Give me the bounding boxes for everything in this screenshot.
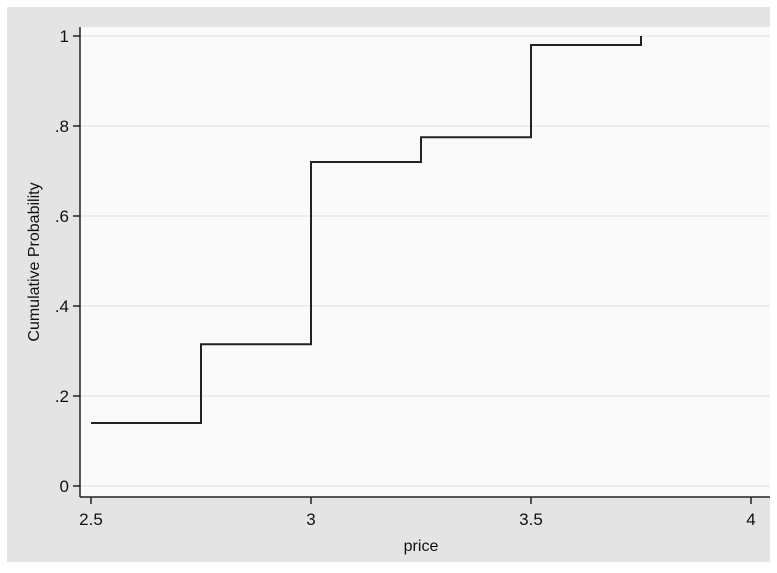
y-tick-label-1: .2	[55, 387, 69, 406]
y-tick-label-0: 0	[60, 477, 69, 496]
ecdf-step-line-0	[91, 36, 642, 424]
y-axis-label: Cumulative Probability	[26, 182, 43, 341]
x-axis-label: price	[404, 538, 439, 555]
x-tick-label-1: 3	[306, 510, 315, 529]
y-tick-label-4: .8	[55, 117, 69, 136]
series-layer	[91, 36, 642, 424]
gridlines	[80, 35, 770, 487]
plot-area	[80, 27, 770, 497]
y-tick-label-5: 1	[60, 27, 69, 46]
x-tick-label-3: 4	[746, 510, 755, 529]
axes	[79, 27, 770, 498]
y-tick-label-2: .4	[55, 297, 69, 316]
tick-marks: 0 .2 .4 .6 .8 1 2.5 3 3.5 4	[55, 27, 756, 529]
y-tick-label-3: .6	[55, 207, 69, 226]
x-tick-label-2: 3.5	[519, 510, 543, 529]
x-tick-label-0: 2.5	[79, 510, 103, 529]
